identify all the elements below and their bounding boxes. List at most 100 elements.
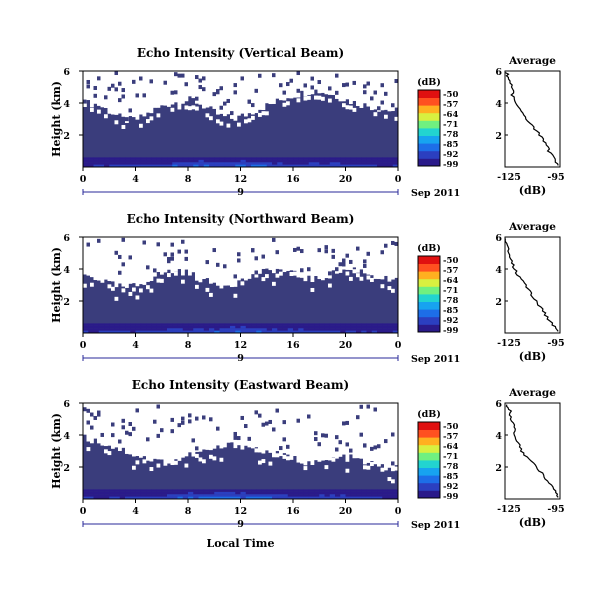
average-y-tick-label: 2 [495,297,502,308]
masked-cell [261,403,266,454]
heatmap-cell [104,491,110,495]
heatmap-cell [203,325,210,329]
heatmap-cell [282,157,289,160]
heatmap-cell [93,491,100,495]
heatmap-cell [135,330,142,333]
heatmap-cell [371,164,378,167]
heatmap-cell [114,489,121,492]
heatmap-cell [119,328,126,331]
date-label: Sep 2011 [411,354,460,365]
masked-cell [181,279,185,284]
heatmap-cell [114,162,121,165]
heatmap-cell [335,330,341,333]
heatmap-cell [88,328,94,331]
masked-cell [265,237,269,269]
heatmap-cell [345,159,352,163]
heatmap-cell [240,330,247,333]
heatmap-cell [202,415,206,420]
colorbar-frame [417,255,441,333]
masked-cell [345,237,350,270]
heatmap-cell [146,328,152,331]
masked-cell [212,403,217,449]
heatmap-cell [198,162,205,165]
heatmap-cell [121,237,126,242]
heatmap-cell [392,491,399,495]
masked-cell [174,460,178,465]
masked-cell [345,403,350,462]
average-title: Average [508,55,556,67]
masked-cell [100,71,105,108]
heatmap-cell [193,489,199,492]
heatmap-cell [135,325,142,329]
heatmap-cell [193,330,199,333]
heatmap-cell [261,496,268,499]
masked-cell [251,71,255,115]
heatmap-cell [114,250,119,255]
x-tick-label: 16 [286,174,300,185]
heatmap-cell [161,496,168,499]
masked-cell [118,403,122,452]
heatmap-cell [212,248,217,253]
masked-cell [391,479,395,484]
masked-cell [328,71,332,95]
y-tick-label: 4 [63,265,70,276]
heatmap-cell [160,428,164,433]
masked-cell [170,71,175,105]
masked-cell [156,403,161,460]
heatmap-cell [125,159,131,163]
average-y-tick-label: 6 [495,233,502,244]
masked-cell [261,237,266,269]
masked-cell [310,237,315,283]
masked-cell [335,237,339,274]
heatmap-cell [377,164,383,167]
heatmap-cell [371,491,378,495]
heatmap-cell [230,159,236,163]
heatmap-cell [198,157,205,160]
heatmap-cell [226,98,231,103]
heatmap-cell [177,325,184,329]
heatmap-cell [245,323,252,326]
heatmap-cell [230,162,236,165]
heatmap-cell [203,328,210,331]
heatmap-cell [214,330,220,333]
masked-cell [373,112,378,117]
heatmap-cell [119,330,126,333]
heatmap-cell [293,491,299,495]
heatmap-cell [387,494,394,497]
heatmap-cell [135,162,142,165]
heatmap-cell [93,328,100,331]
masked-cell [380,237,385,280]
panel-title: Echo Intensity (Vertical Beam) [137,46,344,60]
masked-cell [86,447,91,452]
heatmap-cell [314,325,320,329]
masked-cell [265,274,269,279]
heatmap-cell [188,494,194,497]
masked-cell [345,468,350,473]
heatmap-cell [83,407,87,412]
heatmap-cell [392,162,399,165]
heatmap-cell [177,249,182,254]
heatmap-cell [109,323,115,326]
masked-cell [198,403,203,452]
heatmap-cell [128,255,133,260]
heatmap-cell [256,323,262,326]
heatmap-cell [224,496,231,499]
colorbar-tick-label: -85 [443,306,458,316]
heatmap-cell [93,325,100,329]
heatmap-cell [167,328,173,331]
heatmap-cell [307,414,311,419]
masked-cell [135,460,140,465]
heatmap-cell [350,162,357,165]
heatmap-cell [88,494,94,497]
masked-cell [226,123,231,128]
heatmap-cell [142,240,147,245]
heatmap-cell [275,408,280,413]
heatmap-cell [216,89,220,94]
heatmap-cell [350,159,357,163]
heatmap-cell [303,159,310,163]
masked-cell [314,237,318,277]
masked-cell [209,71,213,107]
heatmap-cell [114,157,121,160]
heatmap-cell [282,162,289,165]
average-frame [504,70,561,168]
